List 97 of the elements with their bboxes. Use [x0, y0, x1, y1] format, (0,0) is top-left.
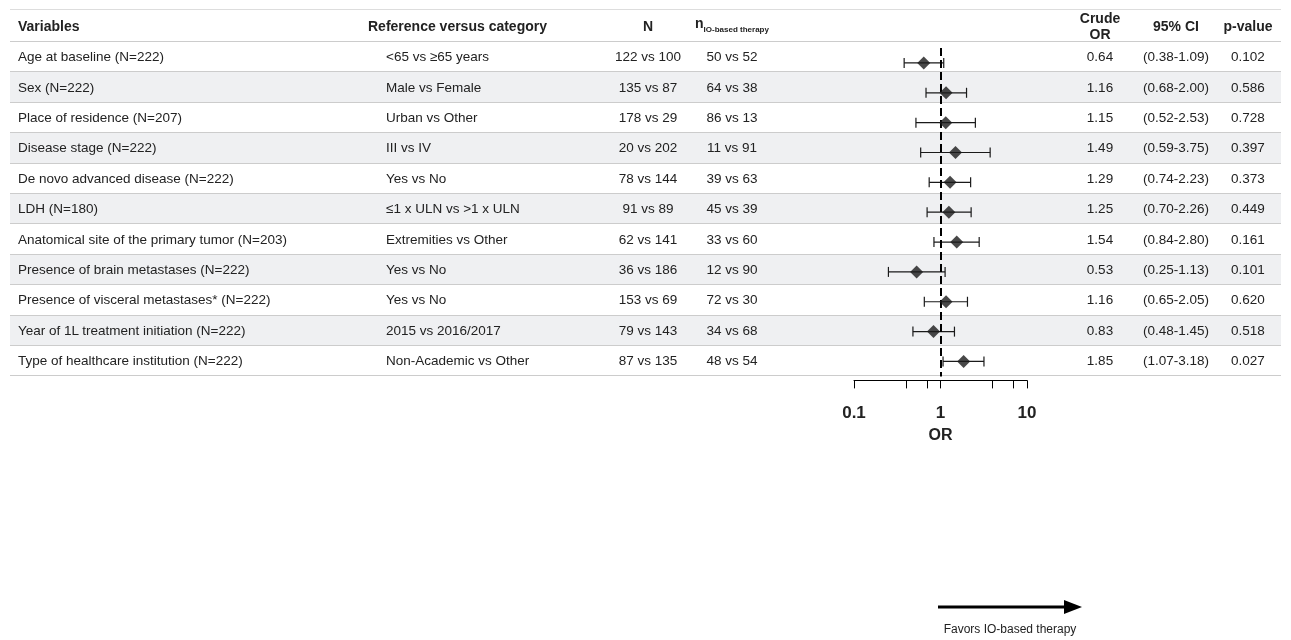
- text: (1.07-3.18): [1142, 353, 1210, 369]
- text: 0.161: [1231, 231, 1265, 247]
- text: 86 vs 13: [706, 110, 758, 125]
- text: 0.027: [1231, 353, 1265, 369]
- text: (0.48-1.45): [1142, 322, 1210, 338]
- text: Favors IO-based therapy: [942, 622, 1078, 636]
- text: 122 vs 100: [614, 49, 682, 65]
- text: 20 vs 202: [618, 140, 678, 156]
- text: 79 vs 143: [618, 322, 678, 338]
- text: 0.586: [1231, 79, 1265, 95]
- text: 1.85: [1086, 353, 1114, 369]
- text: (0.70-2.26): [1142, 201, 1210, 217]
- text: Non-Academic vs Other: [386, 353, 530, 369]
- text: LDH (N=180): [18, 201, 98, 217]
- category-label: Reference versus category: [368, 18, 547, 34]
- text: 1.15: [1086, 110, 1114, 125]
- text: (0.84-2.80): [1142, 231, 1210, 247]
- text: De novo advanced disease (N=222): [18, 170, 234, 186]
- text: <65 vs ≥65 years: [386, 49, 490, 65]
- text: 1.25: [1086, 201, 1114, 217]
- text: 0.728: [1231, 110, 1265, 125]
- text: Sex (N=222): [18, 79, 95, 95]
- category-label: p-value: [1222, 18, 1274, 34]
- category-label: N: [641, 18, 655, 34]
- text: (0.68-2.00): [1142, 79, 1210, 95]
- text: 178 vs 29: [618, 110, 678, 125]
- text: Yes vs No: [386, 170, 447, 186]
- point: [943, 175, 957, 189]
- point: [950, 235, 964, 249]
- point: [939, 86, 953, 100]
- text: 91 vs 89: [622, 201, 674, 217]
- category-label: n$_{IO-based therapy}$: [694, 14, 770, 36]
- text: 0.64: [1086, 49, 1114, 65]
- text: (0.38-1.09): [1142, 49, 1210, 65]
- text: ≤1 x ULN vs >1 x ULN: [386, 201, 520, 217]
- text: 72 vs 30: [706, 292, 758, 308]
- text: Male vs Female: [386, 79, 482, 95]
- text: III vs IV: [386, 140, 432, 156]
- text: Presence of brain metastases (N=222): [18, 262, 250, 277]
- text: Yes vs No: [386, 292, 447, 308]
- text: (0.65-2.05): [1142, 292, 1210, 308]
- text: 0.620: [1231, 292, 1265, 308]
- text: 62 vs 141: [618, 231, 678, 247]
- text: (0.25-1.13): [1142, 262, 1210, 277]
- text: Presence of visceral metastases* (N=222): [18, 292, 271, 308]
- x-tick-label: 10: [1017, 403, 1037, 423]
- point: [927, 325, 940, 339]
- text: 45 vs 39: [706, 201, 758, 217]
- text: 78 vs 144: [618, 170, 678, 186]
- text: 153 vs 69: [618, 292, 678, 308]
- text: Anatomical site of the primary tumor (N=203): [18, 231, 287, 247]
- text: 1.54: [1086, 231, 1114, 247]
- text: Place of residence (N=207): [18, 110, 182, 125]
- x-tick-label: 1: [935, 403, 946, 423]
- text: 1.16: [1086, 292, 1114, 308]
- text: 0.373: [1231, 170, 1265, 186]
- text: (0.74-2.23): [1142, 170, 1210, 186]
- text: Disease stage (N=222): [18, 140, 157, 156]
- category-label: 95% CI: [1153, 18, 1199, 34]
- text: Extremities vs Other: [386, 231, 508, 247]
- text: Yes vs No: [386, 262, 447, 277]
- text: 33 vs 60: [706, 231, 758, 247]
- text: 64 vs 38: [706, 79, 758, 95]
- category-label: Crude OR: [1078, 10, 1122, 42]
- text: 0.83: [1086, 322, 1114, 338]
- text: 1.49: [1086, 140, 1114, 156]
- x-axis-title: OR: [928, 425, 953, 443]
- text: 2015 vs 2016/2017: [386, 322, 501, 338]
- point: [939, 295, 953, 309]
- text: Year of 1L treatment initiation (N=222): [18, 322, 246, 338]
- text: 39 vs 63: [706, 170, 758, 186]
- text: 1.16: [1086, 79, 1114, 95]
- text: 11 vs 91: [706, 140, 758, 156]
- text: 135 vs 87: [618, 79, 678, 95]
- text: 0.518: [1231, 322, 1265, 338]
- text: Age at baseline (N=222): [18, 49, 164, 65]
- text: 0.102: [1231, 49, 1265, 65]
- text: 12 vs 90: [706, 262, 758, 277]
- point: [939, 116, 953, 130]
- text: 87 vs 135: [618, 353, 678, 369]
- text: (0.52-2.53): [1142, 110, 1210, 125]
- text: 0.53: [1086, 262, 1114, 277]
- x-tick-label: 0.1: [842, 403, 866, 423]
- text: (0.59-3.75): [1142, 140, 1210, 156]
- text: Urban vs Other: [386, 110, 478, 125]
- point: [942, 205, 956, 219]
- text: 1.29: [1086, 170, 1114, 186]
- text: 0.449: [1231, 201, 1265, 217]
- text: 0.397: [1231, 140, 1265, 156]
- text: Type of healthcare institution (N=222): [18, 353, 243, 369]
- text: 34 vs 68: [706, 322, 758, 338]
- point: [948, 145, 962, 159]
- text: 36 vs 186: [618, 262, 678, 277]
- text: 48 vs 54: [706, 353, 758, 369]
- category-label: Variables: [18, 18, 80, 34]
- text: 50 vs 52: [706, 49, 758, 65]
- text: 0.101: [1231, 262, 1265, 277]
